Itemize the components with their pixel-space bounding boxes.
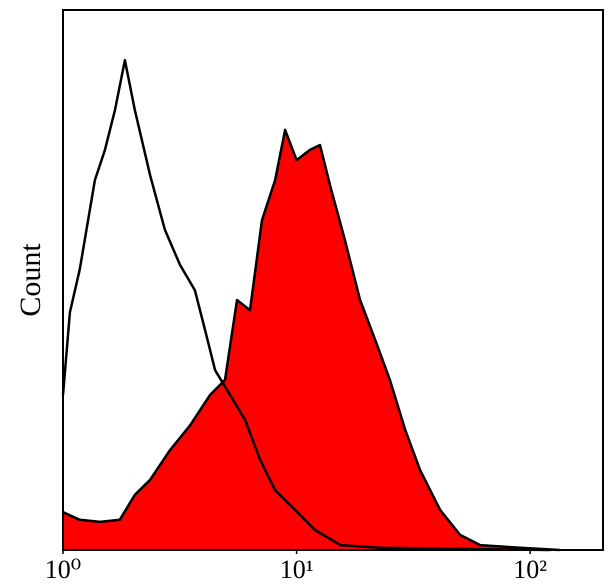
x-tick-label: 10¹ xyxy=(280,555,314,584)
histogram-line xyxy=(62,128,560,552)
y-axis-label: Count xyxy=(14,243,47,317)
histogram-line xyxy=(61,58,551,552)
x-tick-label: 10⁰ xyxy=(45,555,81,584)
area-fill xyxy=(63,129,560,550)
plot-frame xyxy=(62,9,604,551)
x-tick-label: 10² xyxy=(513,555,547,584)
